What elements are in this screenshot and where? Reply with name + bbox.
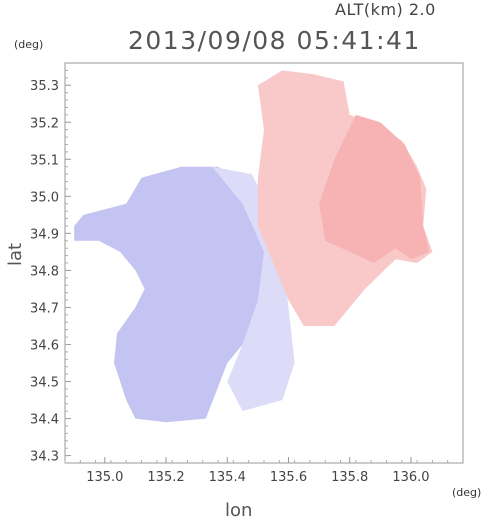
region-receding-strong [319, 114, 430, 264]
y-tick-label: 35.2 [30, 116, 59, 131]
chart-title: 2013/09/08 05:41:41 [128, 26, 421, 55]
data-regions [74, 70, 433, 423]
altitude-label: ALT(km) 2.0 [335, 0, 436, 19]
x-axis-unit: (deg) [452, 486, 482, 499]
x-tick-label: 135.8 [331, 470, 368, 485]
y-axis-unit: (deg) [14, 38, 44, 51]
x-tick-label: 135.2 [147, 470, 184, 485]
y-tick-label: 34.9 [30, 227, 59, 242]
region-approaching [74, 166, 274, 423]
y-tick-label: 34.8 [30, 264, 59, 279]
y-tick-label: 34.5 [30, 376, 59, 391]
x-axis-label: lon [225, 500, 253, 521]
x-tick-label: 135.6 [270, 470, 307, 485]
y-tick-label: 34.4 [30, 413, 59, 428]
y-ticks: 34.3 34.4 34.5 34.6 34.7 34.8 34.9 35.0 35.1 35.2… [30, 69, 71, 465]
x-tick-label: 135.4 [209, 470, 246, 485]
y-tick-label: 34.7 [30, 301, 59, 316]
y-tick-label: 35.1 [30, 153, 59, 168]
y-tick-label: 35.0 [30, 190, 59, 205]
y-tick-label: 35.3 [30, 79, 59, 94]
x-tick-label: 135.0 [86, 470, 123, 485]
y-tick-label: 34.6 [30, 338, 59, 353]
x-tick-label: 136.0 [392, 470, 429, 485]
x-ticks: 135.0 135.2 135.4 135.6 135.8 136.0 [64, 457, 449, 485]
y-tick-label: 34.3 [30, 450, 59, 465]
